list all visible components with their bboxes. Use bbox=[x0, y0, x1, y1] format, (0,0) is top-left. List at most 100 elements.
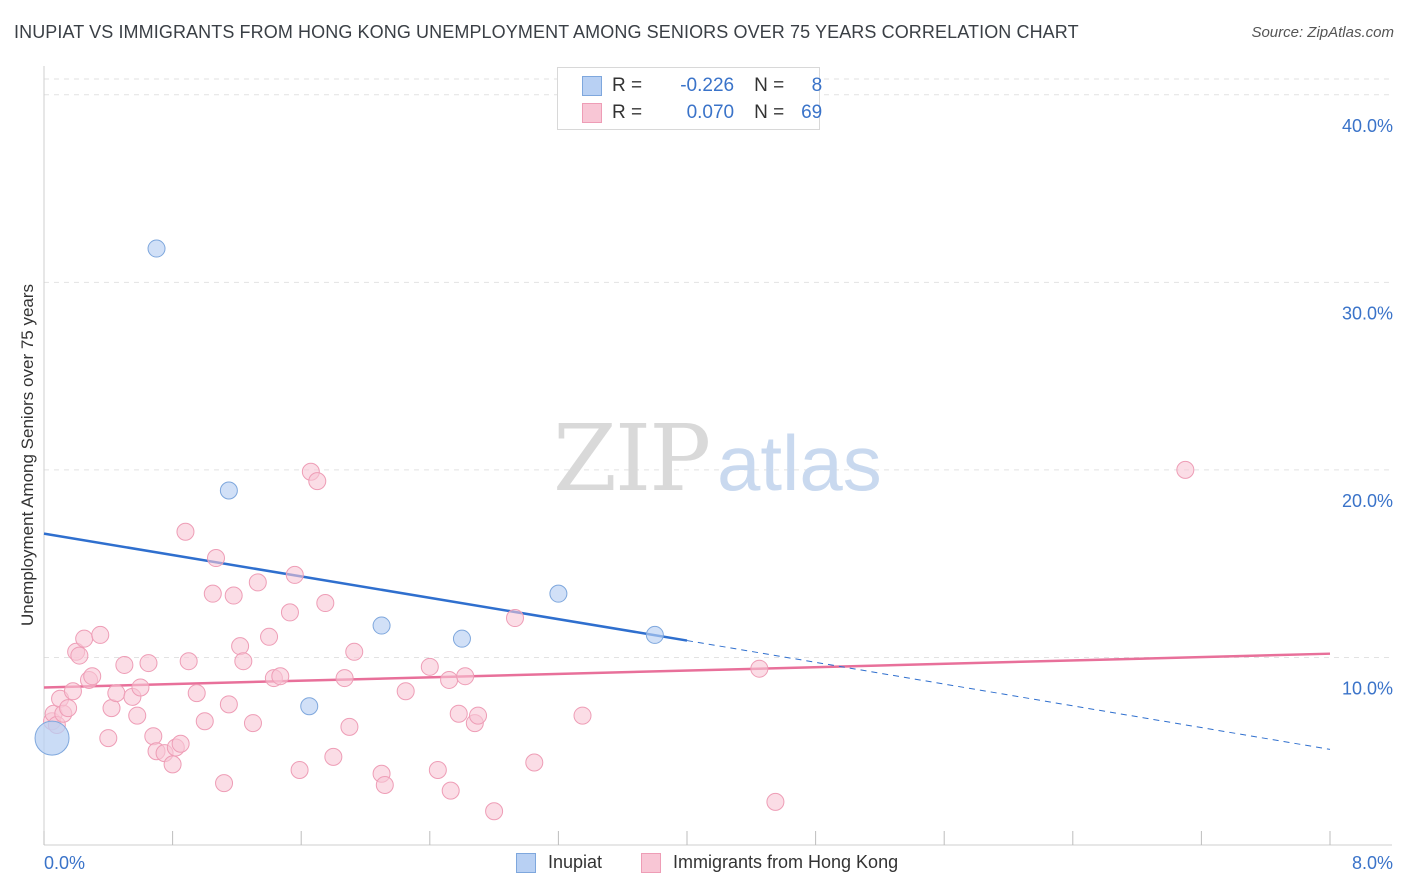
inupiat-point bbox=[34, 720, 70, 756]
hong-kong-point bbox=[345, 642, 364, 661]
inupiat-point bbox=[549, 584, 568, 603]
tick-labels: 10.0% 20.0% 30.0% 40.0% 0.0% 8.0% bbox=[44, 116, 1393, 873]
hong-kong-point bbox=[128, 706, 147, 725]
r-value-inupiat: -0.226 bbox=[680, 75, 735, 96]
hong-kong-point bbox=[248, 573, 267, 592]
watermark: ZIP atlas bbox=[553, 405, 882, 512]
hong-kong-point bbox=[63, 682, 82, 701]
y-tick-label: 40.0% bbox=[1342, 116, 1393, 136]
hong-kong-point bbox=[441, 781, 460, 800]
hong-kong-legend-label: Immigrants from Hong Kong bbox=[673, 852, 899, 872]
hong-kong-point bbox=[187, 684, 206, 703]
hong-kong-point bbox=[335, 669, 354, 688]
hong-kong-point bbox=[449, 704, 468, 723]
n-value-inupiat: 8 bbox=[811, 75, 823, 96]
bottom-legend-inupiat: Inupiat bbox=[516, 852, 602, 873]
hong-kong-point bbox=[139, 654, 158, 673]
hong-kong-point bbox=[219, 695, 238, 714]
hong-kong-trend-line bbox=[43, 652, 1331, 689]
hong-kong-point bbox=[290, 760, 309, 779]
n-value-hong-kong: 69 bbox=[801, 102, 823, 123]
hong-kong-point bbox=[91, 625, 110, 644]
r-value-hong-kong: 0.070 bbox=[686, 102, 735, 123]
hong-kong-point bbox=[75, 629, 94, 648]
inupiat-point bbox=[372, 616, 391, 635]
hong-kong-point bbox=[766, 792, 785, 811]
axes bbox=[43, 66, 1392, 846]
hong-kong-point bbox=[163, 755, 182, 774]
trend-lines bbox=[43, 532, 1331, 750]
hong-kong-point bbox=[131, 678, 150, 697]
hong-kong-point bbox=[59, 699, 78, 718]
hong-kong-legend-swatch bbox=[641, 852, 661, 873]
hong-kong-point bbox=[260, 627, 279, 646]
hong-kong-point bbox=[271, 667, 290, 686]
r-label: R = bbox=[612, 102, 643, 123]
hong-kong-swatch bbox=[582, 103, 602, 123]
hong-kong-point bbox=[440, 670, 459, 689]
hong-kong-point bbox=[469, 706, 488, 725]
watermark-atlas: atlas bbox=[717, 419, 882, 507]
r-label: R = bbox=[612, 75, 643, 96]
hong-kong-point bbox=[144, 727, 163, 746]
hong-kong-point bbox=[285, 565, 304, 584]
hong-kong-point bbox=[308, 472, 327, 491]
hong-kong-point bbox=[203, 584, 222, 603]
y-tick-label: 20.0% bbox=[1342, 491, 1393, 511]
hong-kong-point bbox=[396, 682, 415, 701]
hong-kong-point bbox=[485, 802, 504, 821]
hong-kong-point bbox=[573, 706, 592, 725]
hong-kong-point bbox=[375, 775, 394, 794]
inupiat-swatch bbox=[582, 76, 602, 96]
n-label: N = bbox=[754, 102, 785, 123]
y-tick-label: 10.0% bbox=[1342, 678, 1393, 698]
hong-kong-point bbox=[505, 609, 524, 628]
inupiat-trend-line bbox=[43, 532, 688, 642]
hong-kong-point bbox=[70, 646, 89, 665]
hong-kong-point bbox=[179, 652, 198, 671]
inupiat-point bbox=[645, 625, 664, 644]
hong-kong-point bbox=[176, 522, 195, 541]
x-tick-label-min: 0.0% bbox=[44, 853, 85, 873]
hong-kong-point bbox=[99, 729, 118, 748]
hong-kong-point bbox=[115, 655, 134, 674]
hong-kong-point bbox=[1176, 460, 1195, 479]
hong-kong-point bbox=[215, 774, 234, 793]
hong-kong-point bbox=[340, 717, 359, 736]
hong-kong-point bbox=[234, 652, 253, 671]
inupiat-trend-extension bbox=[686, 640, 1331, 750]
inupiat-point bbox=[219, 481, 238, 500]
source-label: Source: ZipAtlas.com bbox=[1251, 24, 1394, 41]
hong-kong-point bbox=[224, 586, 243, 605]
correlation-legend: R = -0.226 N = 8 R = 0.070 N = 69 bbox=[557, 67, 823, 130]
data-points bbox=[34, 239, 1195, 821]
inupiat-point bbox=[300, 697, 319, 716]
hong-kong-point bbox=[195, 712, 214, 731]
inupiat-point bbox=[452, 629, 471, 648]
hong-kong-point bbox=[280, 603, 299, 622]
y-tick-label: 30.0% bbox=[1342, 303, 1393, 323]
hong-kong-point bbox=[428, 760, 447, 779]
hong-kong-point bbox=[83, 667, 102, 686]
hong-kong-point bbox=[107, 684, 126, 703]
hong-kong-point bbox=[456, 667, 475, 686]
inupiat-legend-swatch bbox=[516, 852, 536, 873]
hong-kong-point bbox=[316, 594, 335, 613]
hong-kong-point bbox=[420, 657, 439, 676]
hong-kong-point bbox=[171, 734, 190, 753]
inupiat-point bbox=[147, 239, 166, 258]
hong-kong-point bbox=[750, 659, 769, 678]
chart-title: INUPIAT VS IMMIGRANTS FROM HONG KONG UNE… bbox=[14, 22, 1079, 42]
x-tick-label-max: 8.0% bbox=[1352, 853, 1393, 873]
y-axis-label: Unemployment Among Seniors over 75 years bbox=[18, 283, 37, 627]
bottom-legend-hong-kong: Immigrants from Hong Kong bbox=[641, 852, 898, 873]
n-label: N = bbox=[754, 75, 785, 96]
hong-kong-point bbox=[525, 753, 544, 772]
hong-kong-point bbox=[231, 637, 250, 656]
inupiat-legend-label: Inupiat bbox=[548, 852, 603, 872]
hong-kong-point bbox=[102, 699, 121, 718]
legend-row-inupiat: R = -0.226 N = 8 bbox=[582, 73, 822, 99]
hong-kong-point bbox=[243, 714, 262, 733]
hong-kong-point bbox=[207, 549, 226, 568]
